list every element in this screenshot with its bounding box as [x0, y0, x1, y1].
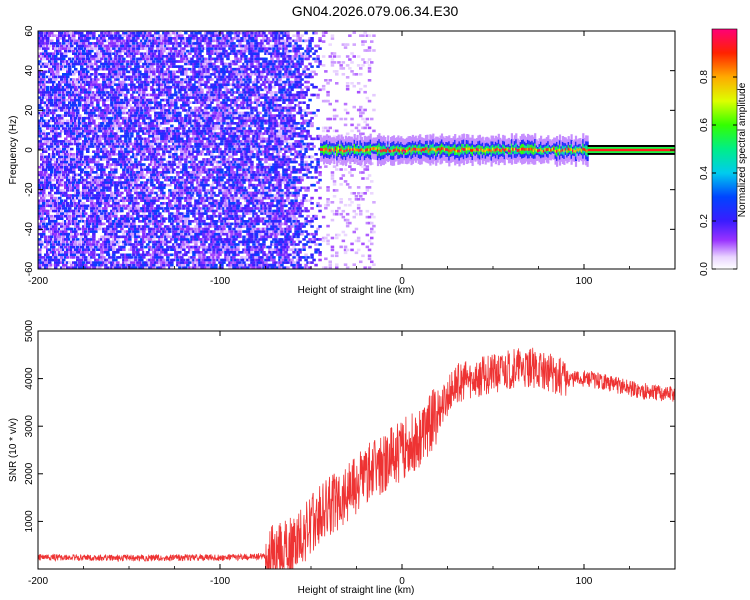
spectrogram-y-tick-label: -20 — [24, 182, 35, 197]
snr-panel: -200 -100 0 100 1000 2000 3000 4000 5000 Height… — [8, 319, 676, 596]
spectrogram-x-tick-label: -100 — [210, 276, 230, 287]
colorbar-tick-label: 0.2 — [699, 214, 710, 228]
colorbar-tick-label: 0.4 — [699, 166, 710, 180]
snr-y-tick-label: 2000 — [24, 462, 35, 485]
spectrogram-y-tick-label: 60 — [24, 25, 35, 37]
spectrogram-y-label: Frequency (Hz) — [8, 116, 19, 185]
snr-y-label: SNR (10 * v/v) — [8, 418, 19, 482]
snr-series-line — [38, 347, 675, 569]
spectrogram-y-ticks: -60 -40 -20 0 20 40 60 — [24, 25, 675, 276]
snr-x-tick-label: 0 — [399, 576, 405, 587]
colorbar-tick-label: 0.6 — [699, 118, 710, 132]
snr-y-tick-label: 1000 — [24, 510, 35, 533]
snr-x-ticks: -200 -100 0 100 — [28, 331, 676, 587]
spectrogram-y-tick-label: 20 — [24, 104, 35, 116]
spectrogram-y-tick-label: 40 — [24, 65, 35, 77]
spectrogram-y-tick-label: -40 — [24, 222, 35, 237]
spectrogram-x-tick-label: 0 — [399, 276, 405, 287]
spectrogram-y-tick-label: -60 — [24, 261, 35, 276]
spectrogram-x-ticks: -200 -100 0 100 — [28, 31, 676, 287]
heatmap-cells — [38, 31, 675, 269]
spectrogram-y-tick-label: 0 — [24, 147, 35, 153]
figure-title: GN04.2026.079.06.34.E30 — [292, 3, 459, 19]
snr-y-tick-label: 5000 — [24, 319, 35, 342]
snr-frame — [37, 330, 676, 570]
spectrogram-x-tick-label: -200 — [28, 276, 48, 287]
spectrogram-x-tick-label: 100 — [576, 276, 593, 287]
colorbar-tick-label: 0.0 — [699, 262, 710, 276]
snr-y-tick-label: 3000 — [24, 415, 35, 438]
snr-x-tick-label: 100 — [576, 576, 593, 587]
colorbar-ticks: 0.0 0.2 0.4 0.6 0.8 — [699, 70, 737, 276]
snr-x-tick-label: -100 — [210, 576, 230, 587]
colorbar-tick-label: 0.8 — [699, 70, 710, 84]
snr-y-tick-label: 4000 — [24, 367, 35, 390]
colorbar-gradient — [711, 28, 738, 270]
snr-y-ticks: 1000 2000 3000 4000 5000 — [24, 319, 675, 533]
snr-x-label: Height of straight line (km) — [298, 585, 415, 596]
colorbar-title: Normalized spectral amplitude — [737, 82, 748, 217]
spectrogram-x-label: Height of straight line (km) — [298, 285, 415, 296]
colorbar: 0.0 0.2 0.4 0.6 0.8 Normalized spectral ampl… — [699, 28, 748, 276]
snr-x-tick-label: -200 — [28, 576, 48, 587]
